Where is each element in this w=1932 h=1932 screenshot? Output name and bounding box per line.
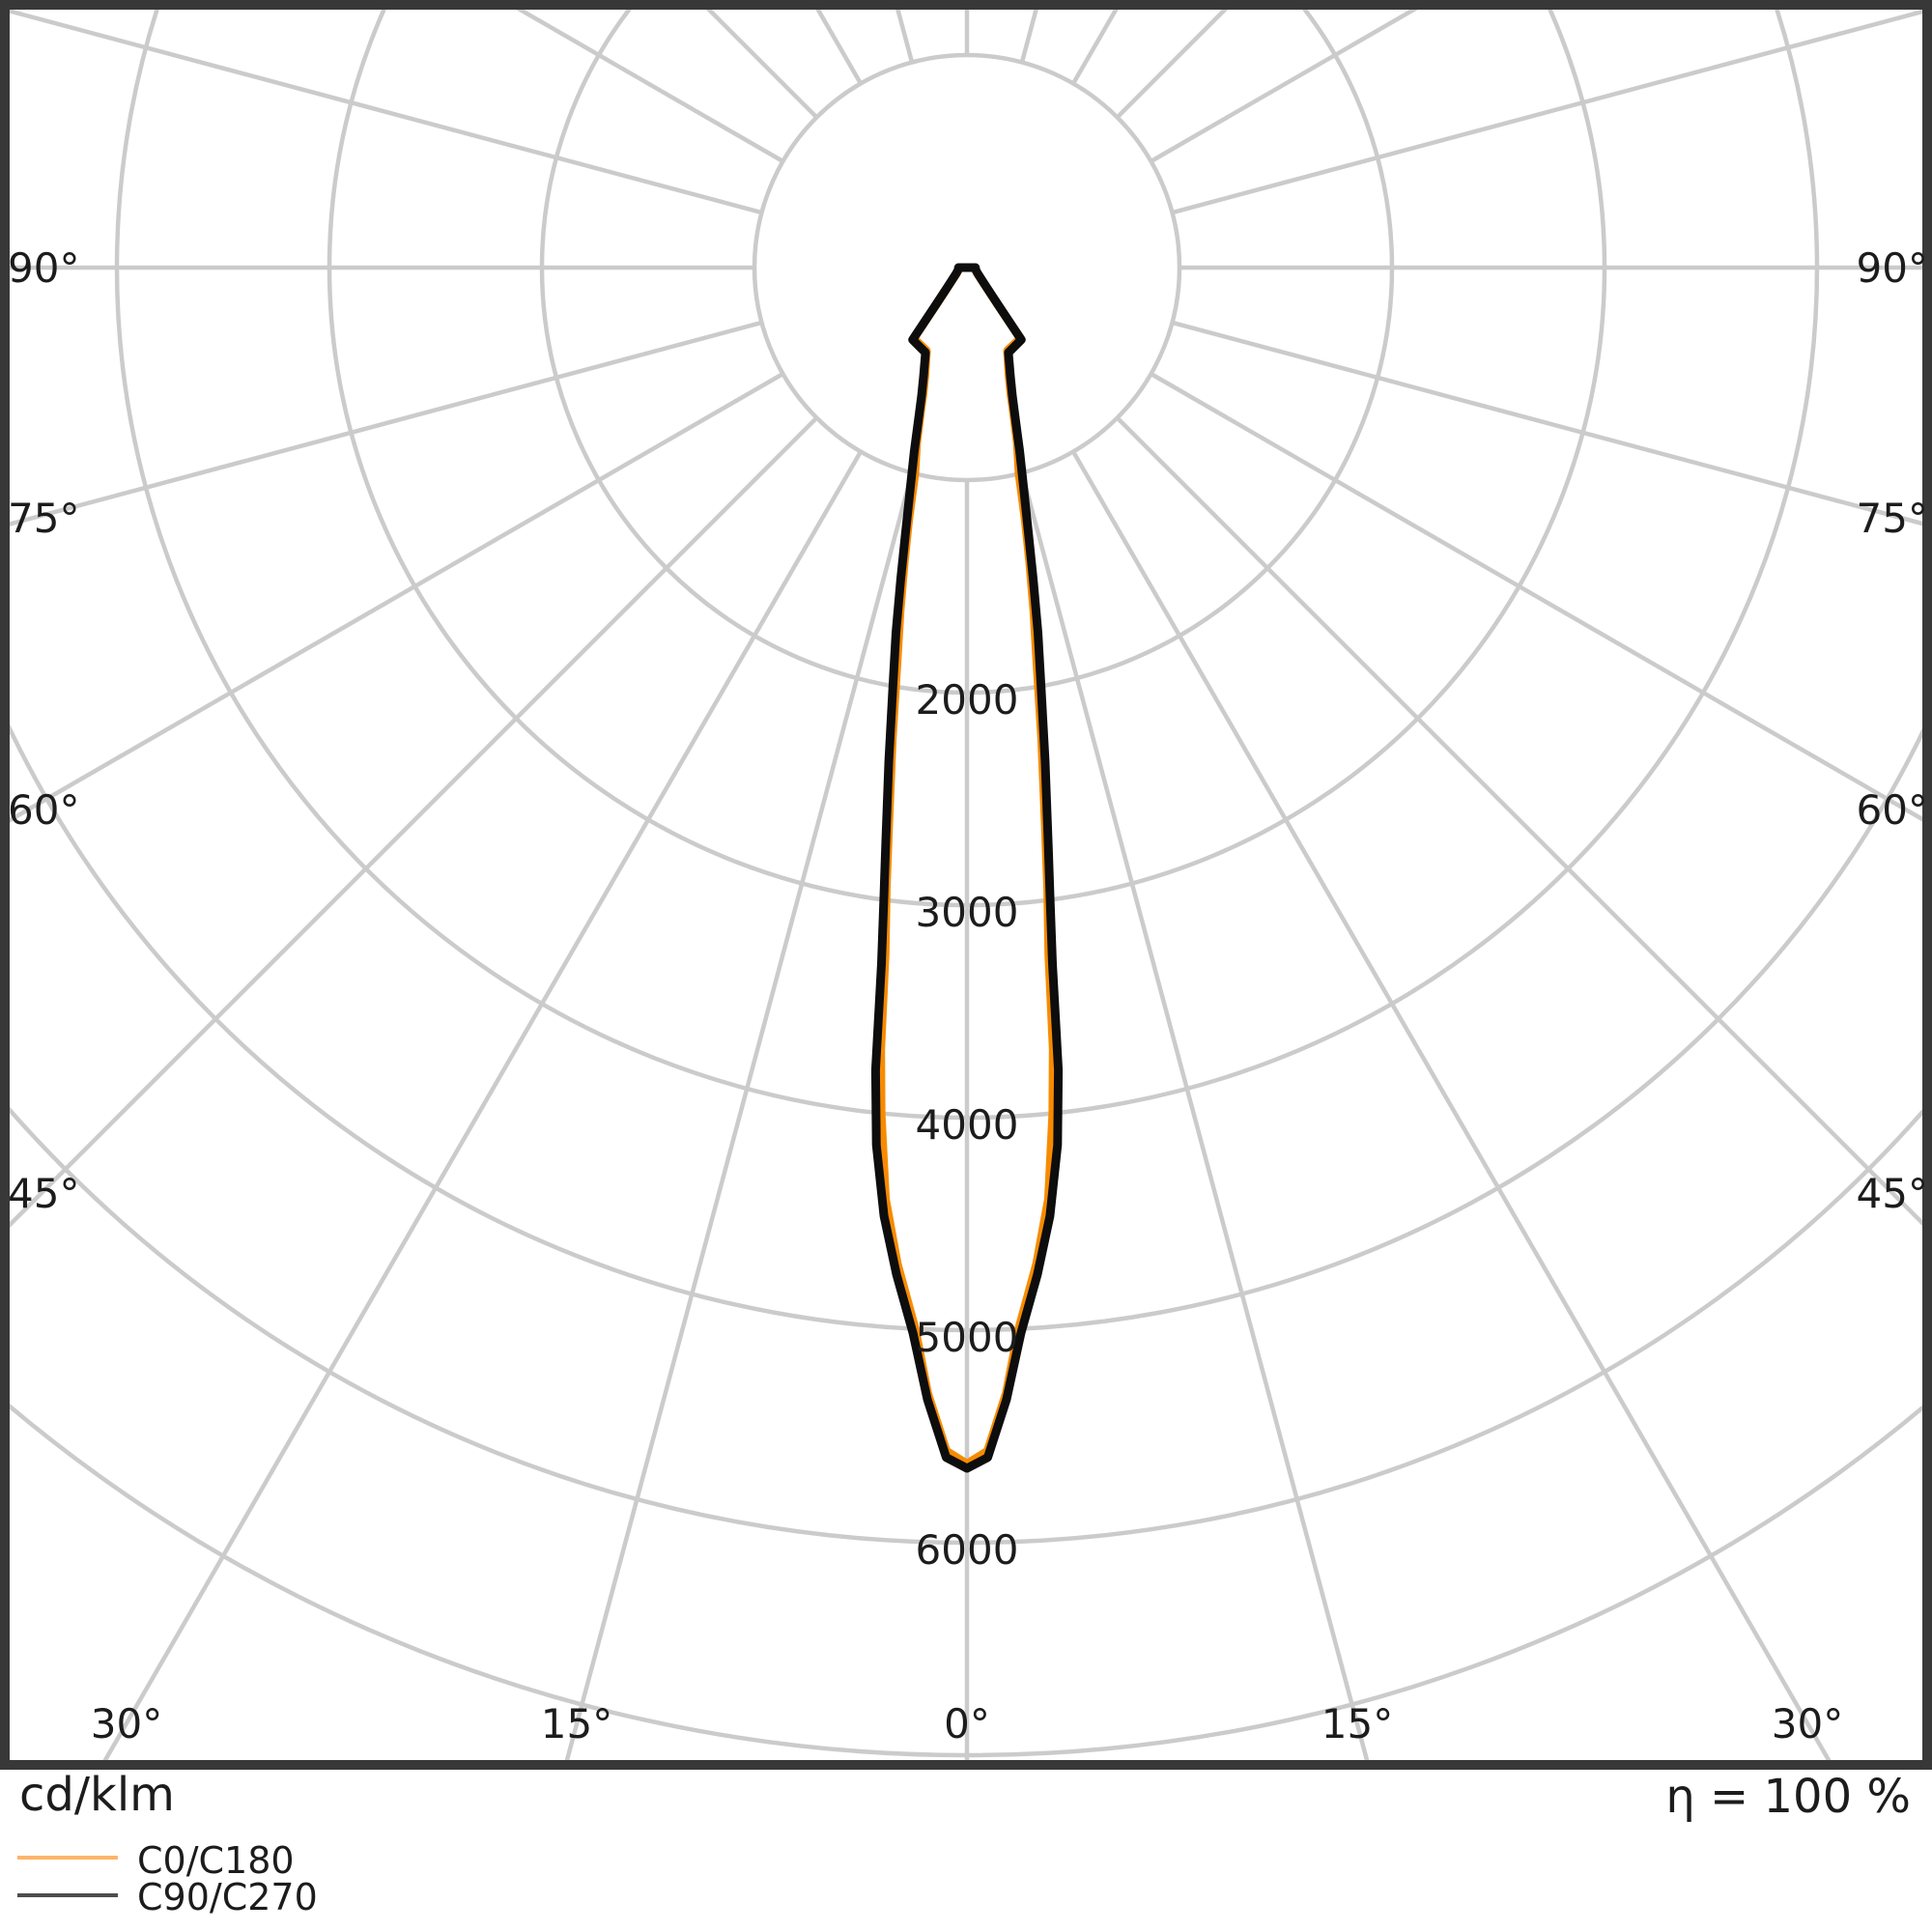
radial-label-5000: 5000	[916, 1314, 1019, 1361]
angle-label-bottom-30l: 30°	[91, 1700, 162, 1747]
grid-ray	[10, 415, 819, 1229]
radial-tick-labels: 2000 3000 4000 5000 6000	[916, 676, 1019, 1574]
grid-ray	[1115, 10, 1229, 120]
grid-ray	[1019, 471, 1370, 1760]
radial-label-2000: 2000	[916, 676, 1019, 724]
angle-labels-bottom: 30° 15° 0° 15° 30°	[91, 1700, 1843, 1747]
grid-ray	[10, 10, 763, 215]
grid-ray	[1171, 10, 1922, 215]
units-label: cd/klm	[19, 1768, 175, 1822]
efficiency-label: η = 100 %	[1665, 1770, 1911, 1824]
radial-label-3000: 3000	[916, 889, 1019, 936]
angle-label-bottom-15r: 15°	[1321, 1700, 1393, 1747]
angle-label-right-60: 60°	[1857, 786, 1928, 834]
angle-label-bottom-0: 0°	[944, 1700, 990, 1747]
grid-ray	[1150, 372, 1922, 822]
grid-ray	[1071, 450, 1832, 1760]
angle-label-left-45: 45°	[8, 1170, 79, 1217]
grid-ray	[705, 10, 819, 120]
grid-ray	[1150, 10, 1418, 163]
plot-frame	[0, 0, 1932, 1770]
grid-ray	[1171, 320, 1922, 526]
angle-label-right-75: 75°	[1857, 495, 1928, 542]
grid-ray	[102, 450, 863, 1760]
grid-ray	[564, 471, 915, 1760]
grid-ray	[516, 10, 784, 163]
angle-labels-right: 90° 75° 60° 45°	[1857, 244, 1928, 1217]
angle-label-bottom-30r: 30°	[1772, 1700, 1843, 1747]
intensity-curves	[870, 263, 1064, 1473]
legend-label-c90-c270: C90/C270	[137, 1876, 318, 1918]
curve-c90-c270	[870, 263, 1064, 1473]
angle-labels-left: 90° 75° 60° 45°	[8, 244, 79, 1217]
legend-label-c0-c180: C0/C180	[137, 1839, 295, 1882]
angle-label-left-75: 75°	[8, 495, 79, 542]
angle-label-left-60: 60°	[8, 786, 79, 834]
angle-label-bottom-15l: 15°	[541, 1700, 612, 1747]
grid-ray	[1115, 415, 1922, 1227]
grid-ray	[10, 372, 784, 823]
legend: C0/C180 C90/C270	[17, 1839, 318, 1918]
radial-label-4000: 4000	[916, 1101, 1019, 1149]
angle-label-right-45: 45°	[1857, 1170, 1928, 1217]
angle-label-left-90: 90°	[8, 244, 79, 292]
grid-ray	[10, 320, 763, 526]
angle-label-right-90: 90°	[1857, 244, 1928, 292]
radial-label-6000: 6000	[916, 1526, 1019, 1574]
